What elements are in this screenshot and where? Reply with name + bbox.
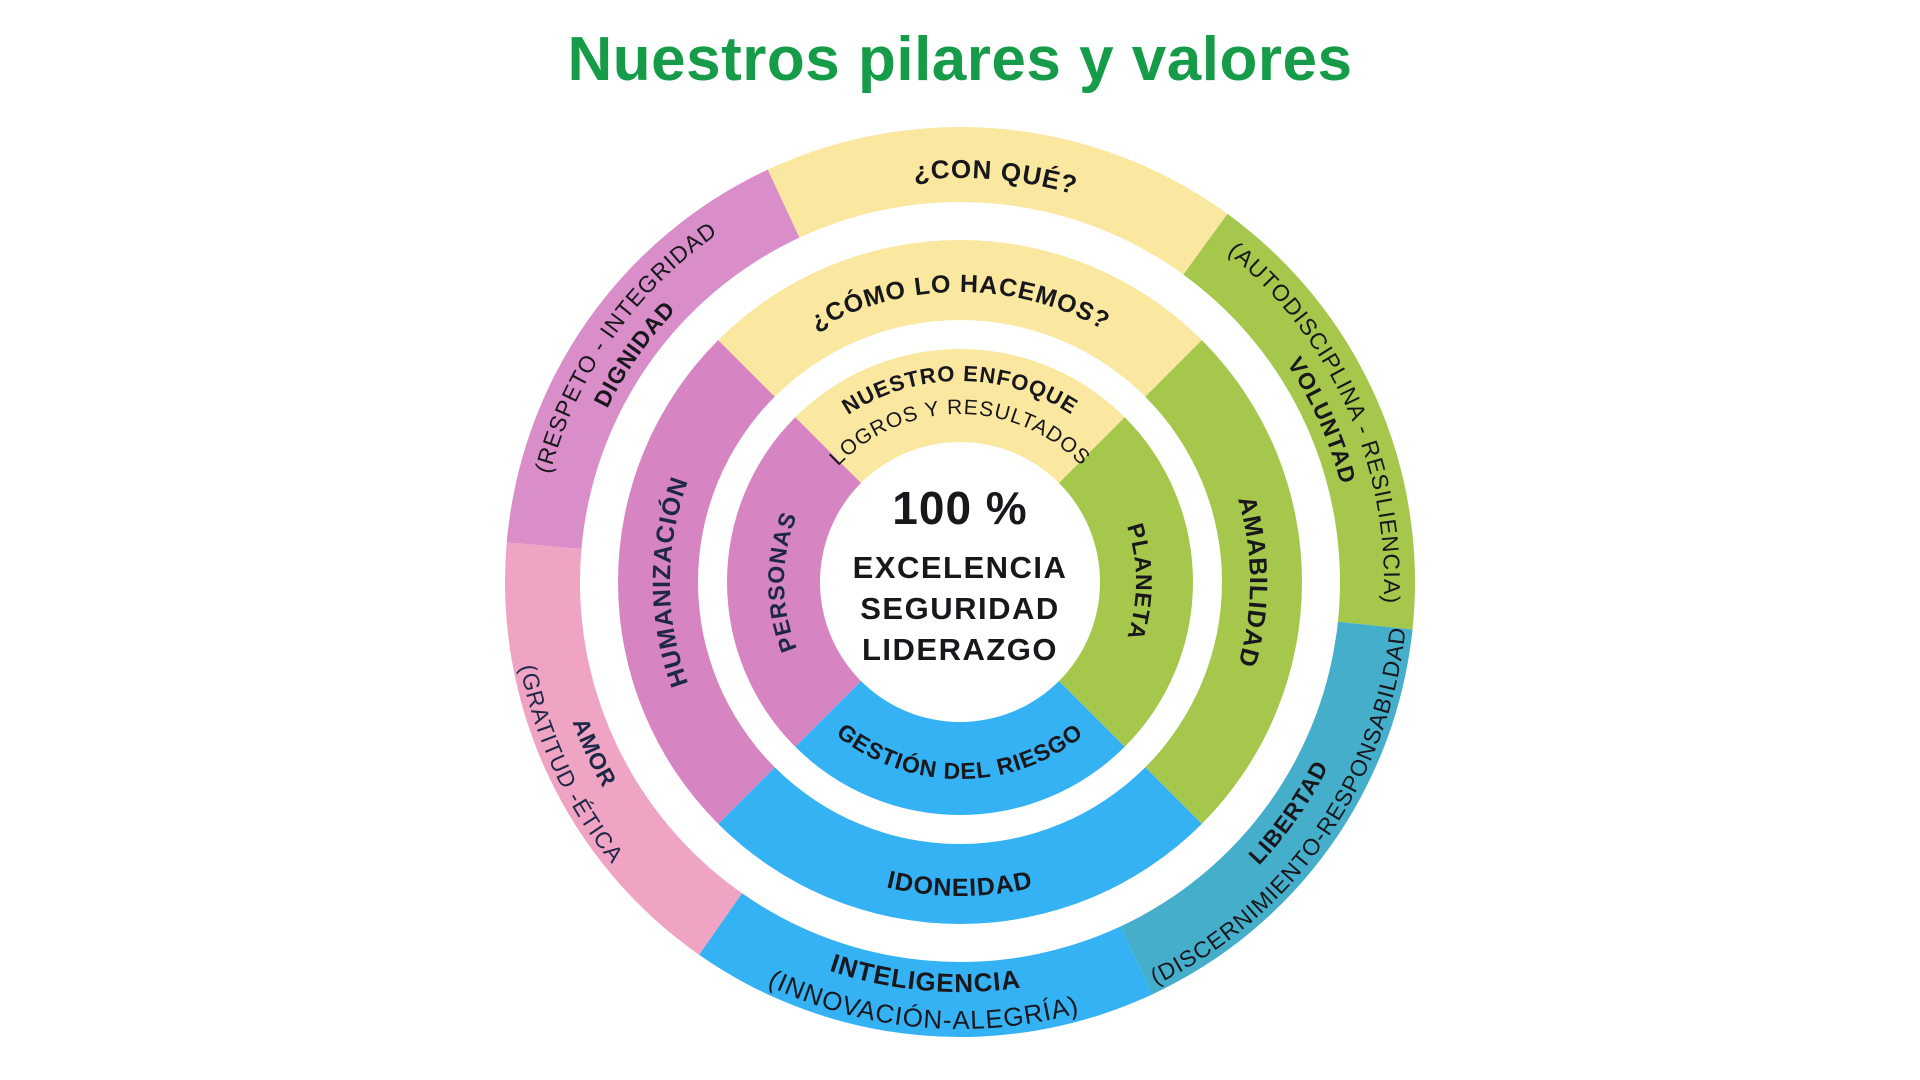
page-title: Nuestros pilares y valores (567, 25, 1353, 94)
segment-inner-gestion-del-riesgo (795, 680, 1125, 815)
ring-segments (505, 127, 1415, 1038)
segment-inner-planeta (1058, 417, 1193, 747)
segment-inner-personas (727, 417, 862, 747)
segment-middle-idoneidad (718, 767, 1202, 924)
center-value: 100 % (892, 482, 1027, 534)
segment-middle-amabilidad (1145, 340, 1302, 824)
segment-outer-voluntad (1183, 213, 1415, 630)
center-text: 100 % EXCELENCIA SEGURIDAD LIDERAZGO (853, 482, 1068, 667)
segment-outer-dignidad (506, 169, 800, 549)
segment-outer-amor (505, 542, 743, 955)
center-word-2: SEGURIDAD (860, 591, 1060, 626)
center-word-1: EXCELENCIA (853, 550, 1068, 585)
segment-middle-humanizacion (618, 340, 775, 824)
segment-inner-nuestro-enfoque (795, 349, 1125, 484)
segment-outer-libertad (1120, 621, 1413, 995)
segment-outer-inteligencia (699, 893, 1153, 1038)
center-word-3: LIDERAZGO (862, 632, 1058, 667)
segment-middle-como-lo-hacemos (718, 240, 1202, 397)
segment-outer-con-que (767, 127, 1228, 275)
